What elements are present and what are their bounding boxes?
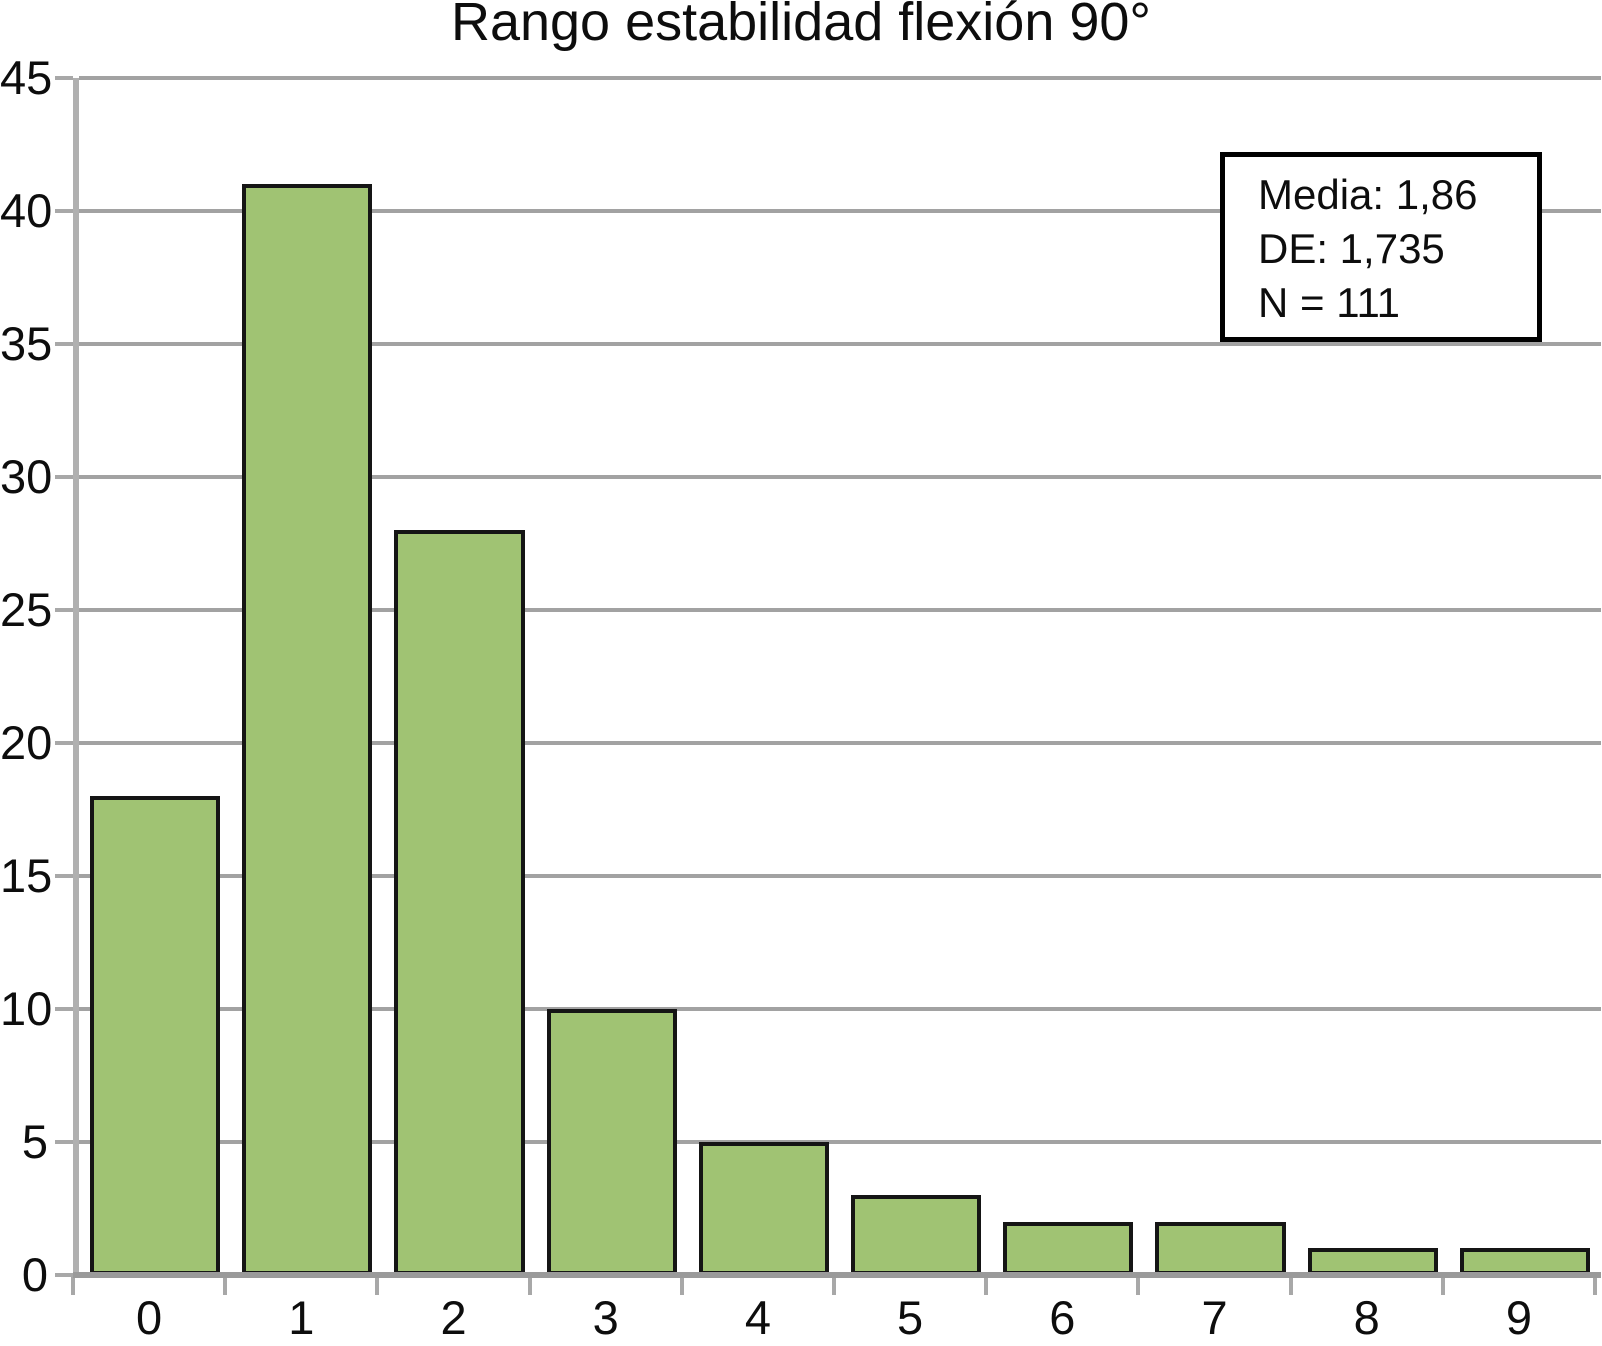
x-tick-9 [1440,1275,1445,1295]
chart-title: Rango estabilidad flexión 90° [450,0,1152,52]
x-tick-label-2: 2 [440,1291,467,1344]
x-axis-labels: 0 1 2 3 4 5 6 7 8 9 [73,1290,1595,1346]
bar-2 [394,530,525,1275]
bar-0 [90,796,221,1275]
x-tick-2 [375,1275,380,1295]
y-tick-label-10: 10 [0,982,53,1035]
y-tick-0 [55,1273,73,1277]
x-axis-ticks [71,1275,1597,1297]
x-tick-label-3: 3 [592,1291,619,1344]
y-tick-40 [55,208,73,213]
gridline-20 [79,741,1601,745]
x-tick-7 [1136,1275,1141,1295]
y-tick-label-5: 5 [21,1114,48,1168]
gridline-45 [79,76,1601,80]
x-tick-label-5: 5 [897,1291,924,1344]
gridline-5 [79,1139,1601,1144]
y-tick-15 [55,873,73,878]
y-tick-label-35: 35 [0,316,53,370]
x-axis-line [73,1272,1601,1278]
gridline-40 [79,208,1601,213]
y-tick-30 [55,474,73,479]
stats-de: DE: 1,735 [1258,225,1445,272]
bar-1 [242,184,373,1275]
y-tick-35 [55,341,73,346]
y-tick-label-30: 30 [0,449,53,503]
x-tick-1 [223,1275,228,1295]
x-tick-label-1: 1 [288,1291,315,1344]
x-tick-label-9: 9 [1505,1291,1532,1344]
bar-slot-1 [231,78,383,1275]
stats-n: N = 111 [1258,279,1401,326]
gridline-15 [79,873,1601,878]
y-tick-5 [55,1139,73,1144]
x-tick-8 [1288,1275,1293,1295]
y-tick-label-0: 0 [21,1248,48,1301]
bar-7 [1155,1221,1286,1275]
x-tick-4 [679,1275,684,1295]
bar-slot-5 [840,78,992,1275]
x-tick-label-6: 6 [1049,1291,1076,1344]
bar-3 [546,1009,677,1275]
x-tick-label-4: 4 [744,1291,771,1344]
gridline-30 [79,474,1601,479]
y-tick-10 [55,1007,73,1011]
bar-slot-3 [536,78,688,1275]
stats-box: Media: 1,86 DE: 1,735 N = 111 [1220,152,1542,342]
bar-4 [698,1142,830,1275]
y-tick-label-25: 25 [0,582,53,636]
y-tick-label-40: 40 [0,183,53,237]
bar-6 [1003,1221,1134,1275]
y-tick-20 [55,741,73,745]
x-tick-5 [832,1275,836,1295]
x-tick-3 [527,1275,532,1295]
bar-5 [851,1195,982,1275]
bars-row [79,78,1601,1275]
x-tick-10 [1593,1275,1597,1295]
y-tick-label-45: 45 [0,51,53,104]
bar-9 [1459,1248,1591,1275]
gridline-35 [79,341,1601,346]
y-tick-45 [55,76,73,80]
x-tick-6 [984,1275,989,1295]
x-tick-0 [71,1275,75,1295]
y-tick-label-15: 15 [0,848,53,902]
stats-media: Media: 1,86 [1258,171,1478,218]
y-axis-ticks [55,76,73,1277]
bar-slot-4 [688,78,840,1275]
x-tick-label-8: 8 [1353,1291,1380,1344]
y-tick-25 [55,607,73,612]
y-axis-labels: 0 5 10 15 20 25 30 35 40 45 [0,54,53,1298]
y-tick-label-20: 20 [0,716,53,769]
gridline-25 [79,607,1601,612]
x-tick-label-0: 0 [136,1291,163,1344]
x-tick-label-7: 7 [1201,1291,1228,1344]
bar-slot-2 [383,78,535,1275]
bar-8 [1307,1248,1438,1275]
gridline-10 [79,1007,1601,1011]
bar-slot-6 [992,78,1144,1275]
bar-slot-0 [79,78,231,1275]
plot-area [73,76,1601,1278]
